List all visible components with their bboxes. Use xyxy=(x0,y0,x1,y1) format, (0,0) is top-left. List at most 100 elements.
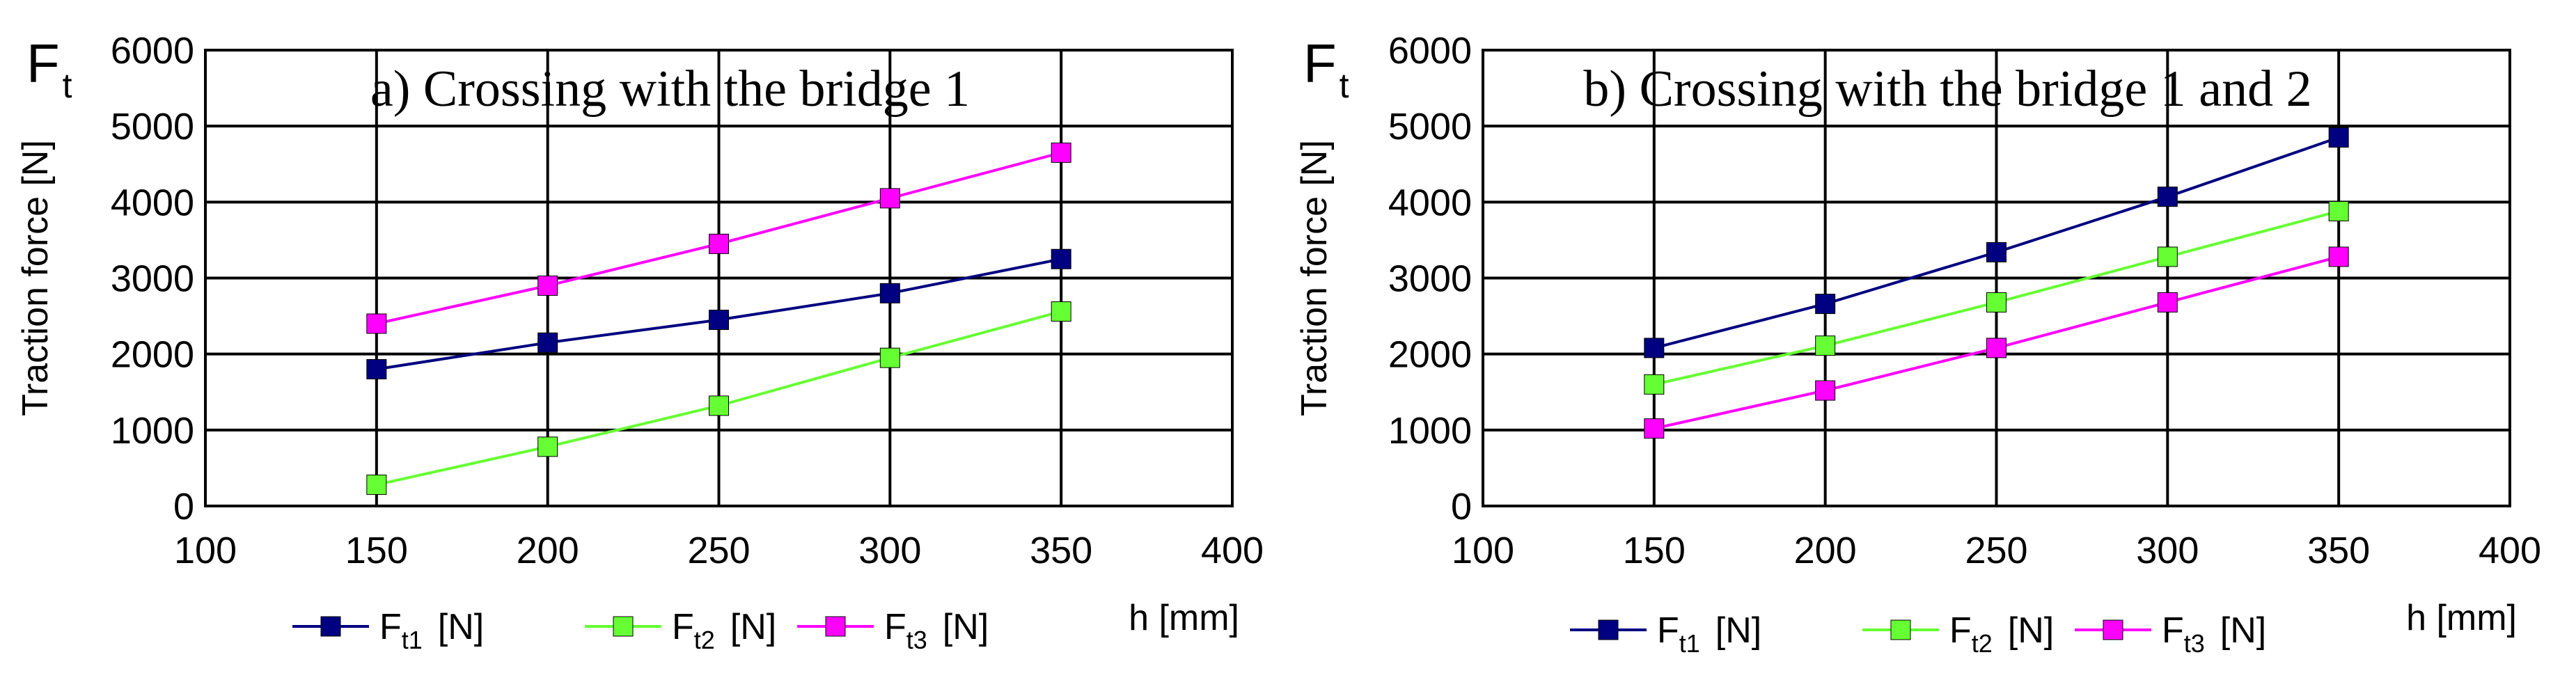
y-tick-label: 5000 xyxy=(111,106,194,148)
y-tick-label: 3000 xyxy=(1388,258,1472,300)
chart-title: b) Crossing with the bridge 1 and 2 xyxy=(1583,61,2311,118)
legend-entry-t1: Ft1 [N] xyxy=(292,607,484,654)
chart-panel-b: 0 1000 2000 3000 4000 5000 6000 100 150 200 250 300… xyxy=(1294,30,2541,658)
x-axis-label: h [mm] xyxy=(1129,598,1239,638)
data-point-t2 xyxy=(879,347,900,368)
x-tick-label: 150 xyxy=(345,530,408,571)
legend-unit: [N] xyxy=(2220,610,2266,651)
legend-symbol: F xyxy=(672,607,694,647)
y-tick-label: 1000 xyxy=(111,410,194,452)
corner-variable-label: Ft xyxy=(26,33,72,105)
y-tick-label: 2000 xyxy=(111,334,194,376)
y-tick-label: 4000 xyxy=(1388,182,1472,223)
x-tick-label: 250 xyxy=(1965,530,2027,571)
legend-subscript: t2 xyxy=(694,626,715,654)
plot-frame xyxy=(1482,49,2511,507)
series-t1 xyxy=(1644,127,2349,358)
legend-symbol: F xyxy=(884,607,906,647)
corner-variable-label: Ft xyxy=(1303,33,1349,105)
legend-unit: [N] xyxy=(1715,610,1761,651)
data-point-t3 xyxy=(879,188,900,209)
data-point-t1 xyxy=(2328,127,2349,148)
data-point-t1 xyxy=(1986,242,2006,262)
y-tick-label: 6000 xyxy=(1388,30,1472,72)
y-tick-label: 6000 xyxy=(111,30,194,72)
y-tick-label: 3000 xyxy=(111,258,194,300)
x-tick-label: 100 xyxy=(174,530,237,571)
data-point-t3 xyxy=(366,313,387,334)
legend-label: Ft1 [N] xyxy=(379,607,484,654)
legend-unit: [N] xyxy=(730,607,776,647)
legend-label: Ft3 [N] xyxy=(2162,610,2266,658)
data-point-t2 xyxy=(1986,292,2006,313)
data-point-t1 xyxy=(366,359,387,379)
data-point-t1 xyxy=(2157,187,2178,207)
data-point-t1 xyxy=(1644,338,1665,358)
series-t2 xyxy=(1644,200,2349,395)
legend: Ft1 [N] Ft2 [N] Ft3 [N] xyxy=(292,607,989,654)
data-point-t2 xyxy=(1051,301,1071,322)
plot-frame xyxy=(204,49,1234,507)
legend-unit: [N] xyxy=(2008,610,2054,651)
legend-subscript: t1 xyxy=(1679,629,1700,658)
x-tick-label: 150 xyxy=(1623,530,1686,571)
legend-subscript: t3 xyxy=(2184,629,2205,658)
legend-subscript: t1 xyxy=(402,626,423,654)
legend-marker xyxy=(2103,619,2123,640)
x-tick-label: 400 xyxy=(2479,530,2541,571)
data-point-t1 xyxy=(1815,294,1836,315)
y-tick-label: 5000 xyxy=(1388,106,1472,148)
data-point-t1 xyxy=(1051,248,1071,269)
series-t3 xyxy=(1644,246,2349,439)
x-tick-label: 400 xyxy=(1201,530,1264,571)
y-tick-label: 4000 xyxy=(111,182,194,223)
corner-label-symbol: F xyxy=(1303,33,1337,94)
legend-unit: [N] xyxy=(943,607,989,647)
x-tick-label: 350 xyxy=(2307,530,2370,571)
legend-symbol: F xyxy=(2162,610,2184,651)
data-point-t3 xyxy=(537,275,558,296)
chart-title: a) Crossing with the bridge 1 xyxy=(370,61,970,118)
legend-entry-t1: Ft1 [N] xyxy=(1570,610,1761,658)
y-tick-label: 2000 xyxy=(1388,334,1472,376)
data-point-t2 xyxy=(2328,200,2349,221)
series-t2 xyxy=(366,301,1071,495)
legend-marker xyxy=(613,616,634,637)
corner-label-subscript: t xyxy=(1340,66,1349,105)
data-point-t1 xyxy=(537,332,558,353)
legend-marker xyxy=(1890,619,1911,640)
legend-symbol: F xyxy=(1657,610,1679,651)
legend-entry-t2: Ft2 [N] xyxy=(585,607,776,654)
y-tick-label: 0 xyxy=(173,486,194,528)
data-point-t2 xyxy=(2157,246,2178,267)
legend-symbol: F xyxy=(1949,610,1972,651)
chart-panel-a: 0 1000 2000 3000 4000 5000 6000 100 150 200 250 300… xyxy=(15,30,1264,654)
legend-label: Ft3 [N] xyxy=(884,607,989,654)
x-tick-label: 100 xyxy=(1452,530,1514,571)
corner-label-subscript: t xyxy=(63,66,72,105)
data-point-t3 xyxy=(1815,380,1836,401)
x-tick-label: 300 xyxy=(2136,530,2199,571)
y-tick-label: 0 xyxy=(1451,486,1472,528)
data-point-t1 xyxy=(709,310,729,331)
y-tick-label: 1000 xyxy=(1388,410,1472,452)
legend: Ft1 [N] Ft2 [N] Ft3 [N] xyxy=(1570,610,2266,658)
data-point-t2 xyxy=(1815,335,1836,356)
x-tick-label: 200 xyxy=(1794,530,1857,571)
legend-label: Ft2 [N] xyxy=(1949,610,2054,658)
legend-label: Ft2 [N] xyxy=(672,607,776,654)
y-axis-label: Traction force [N] xyxy=(1294,140,1335,416)
x-axis-label: h [mm] xyxy=(2406,598,2517,638)
data-point-t3 xyxy=(2328,246,2349,267)
legend-label: Ft1 [N] xyxy=(1657,610,1761,658)
series-t1 xyxy=(366,248,1071,379)
x-tick-label: 350 xyxy=(1030,530,1092,571)
data-point-t3 xyxy=(2157,292,2178,313)
series-t3 xyxy=(366,142,1071,334)
legend-marker xyxy=(320,616,341,637)
data-point-t2 xyxy=(366,474,387,495)
legend-symbol: F xyxy=(379,607,402,647)
x-tick-label: 250 xyxy=(687,530,750,571)
data-point-t2 xyxy=(537,436,558,457)
